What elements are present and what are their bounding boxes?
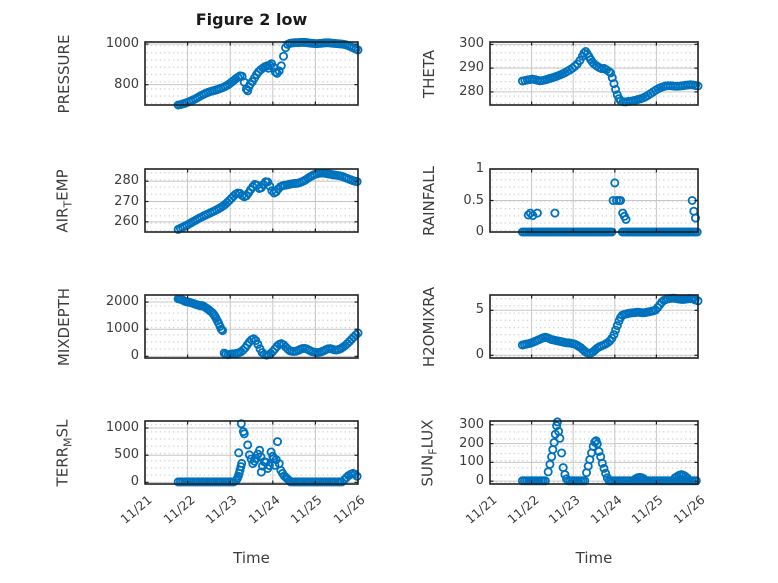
x-tick-label: 11/21 (117, 492, 155, 527)
y-axis-label-theta: THETA (420, 49, 438, 98)
y-tick-label: 300 (459, 36, 484, 52)
y-tick-label: 280 (459, 83, 484, 99)
subplot-mixdepth (144, 294, 363, 360)
y-tick-label: 280 (114, 173, 139, 189)
x-axis-label-left: Time (233, 549, 270, 567)
x-tick-label: 11/26 (330, 492, 368, 527)
x-tick-label: 11/24 (245, 492, 283, 527)
y-tick-label: 500 (114, 447, 139, 463)
y-axis-label-h2omixra: H2OMIXRA (420, 286, 438, 367)
subplot-terr-msl (144, 419, 362, 487)
x-axis-label-right: Time (575, 549, 613, 567)
y-tick-label: 1000 (105, 36, 139, 52)
x-tick-label: 11/21 (462, 492, 500, 527)
subplot-rainfall (489, 168, 702, 237)
y-tick-label: 0 (475, 224, 484, 239)
x-tick-label: 11/22 (504, 492, 542, 527)
y-tick-label: 2000 (105, 294, 139, 310)
y-axis-label-rainfall: RAINFALL (420, 165, 438, 236)
y-tick-label: 0 (130, 474, 139, 490)
y-tick-label: 0 (475, 347, 484, 363)
x-tick-label: 11/22 (160, 492, 198, 527)
y-axis-label-sun-flux: SUNFLUX (418, 419, 440, 486)
x-tick-label: 11/24 (587, 492, 625, 527)
y-tick-label: 800 (114, 76, 139, 92)
y-tick-label: 100 (459, 454, 484, 470)
subplot-theta (489, 41, 703, 107)
y-axis-label-mixdepth: MIXDEPTH (55, 287, 73, 366)
subplot-h2omixra (489, 293, 703, 359)
subplot-pressure (144, 37, 363, 110)
y-tick-label: 1000 (105, 420, 139, 436)
y-tick-label: 290 (459, 60, 484, 76)
subplot-sun-flux (489, 417, 701, 486)
x-tick-label: 11/25 (628, 492, 667, 527)
y-tick-label: 260 (114, 213, 139, 229)
y-tick-label: 200 (459, 435, 484, 451)
y-tick-label: 1 (475, 161, 484, 176)
y-tick-label: 0.5 (463, 192, 484, 208)
y-tick-label: 0 (475, 473, 484, 489)
y-tick-label: 1000 (105, 321, 139, 337)
y-tick-label: 300 (459, 416, 484, 432)
y-tick-label: 5 (475, 302, 484, 318)
x-tick-label: 11/23 (202, 492, 240, 527)
y-axis-label-air-temp: AIRTEMP (53, 168, 75, 233)
x-tick-label: 11/25 (287, 492, 326, 527)
figure-title: Figure 2 low (195, 10, 308, 29)
x-tick-label: 11/26 (670, 492, 708, 527)
y-axis-label-pressure: PRESSURE (55, 34, 73, 113)
x-tick-label: 11/23 (545, 492, 583, 527)
y-tick-label: 270 (114, 193, 139, 209)
y-axis-label-terr-msl: TERRMSL (53, 419, 75, 486)
subplot-air-temp (144, 168, 362, 234)
y-tick-label: 0 (130, 348, 139, 364)
